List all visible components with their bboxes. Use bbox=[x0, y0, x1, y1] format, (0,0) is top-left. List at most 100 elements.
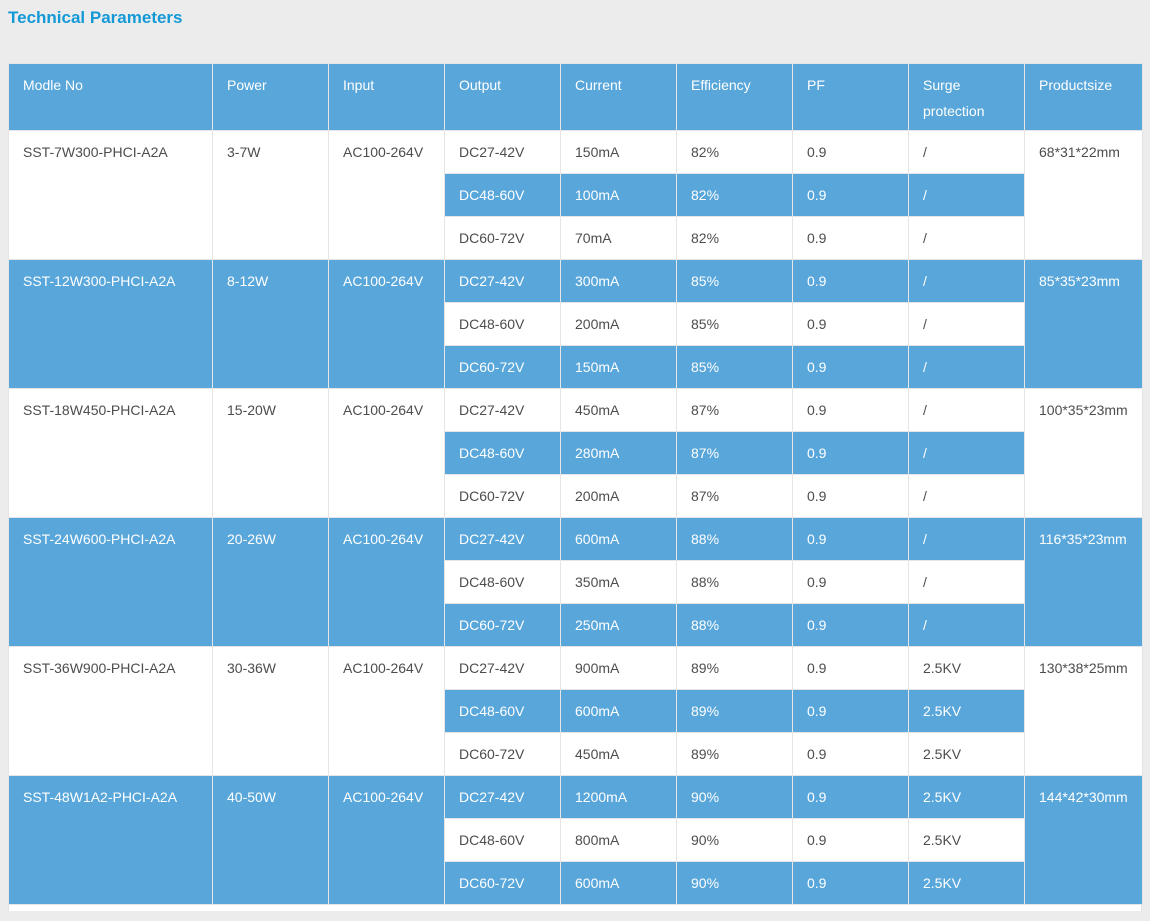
pf-cell: 0.9 bbox=[792, 345, 909, 389]
table-row: DC48-60V 100mA 82% 0.9/ bbox=[9, 173, 1143, 217]
header-model: Modle No bbox=[8, 63, 213, 131]
input-cell: AC100-264V bbox=[328, 646, 445, 776]
input-cell: AC100-264V bbox=[328, 517, 445, 647]
pf-cell: 0.9 bbox=[792, 173, 909, 217]
efficiency-cell: 90% bbox=[676, 861, 793, 905]
table-row: SST-24W600-PHCI-A2A 20-26W AC100-264V DC27-… bbox=[8, 517, 1143, 647]
efficiency-cell: 87% bbox=[676, 474, 793, 518]
current-cell: 300mA bbox=[560, 259, 677, 303]
table-row: DC60-72V 450mA 89% 0.9 2.5KV bbox=[9, 732, 1143, 776]
current-cell: 600mA bbox=[560, 517, 677, 561]
pf-cell: 0.9 bbox=[792, 259, 909, 303]
power-cell: 3-7W bbox=[212, 130, 329, 260]
table-row: DC60-72V 600mA 90% 0.9 2.5KV bbox=[9, 861, 1143, 905]
current-cell: 600mA bbox=[560, 861, 677, 905]
pf-cell: 0.9 bbox=[792, 689, 909, 733]
table-row: DC60-72V 200mA 87% 0.9/ bbox=[9, 474, 1143, 518]
table-row: DC48-60V 350mA 88% 0.9/ bbox=[9, 560, 1143, 604]
efficiency-cell: 82% bbox=[676, 173, 793, 217]
model-cell: SST-18W450-PHCI-A2A bbox=[8, 388, 213, 518]
header-surge: Surge protection bbox=[908, 63, 1025, 131]
efficiency-cell: 85% bbox=[676, 259, 793, 303]
input-cell: AC100-264V bbox=[328, 775, 445, 905]
page-title: Technical Parameters bbox=[8, 8, 183, 27]
header-pf: PF bbox=[792, 63, 909, 131]
pf-cell: 0.9 bbox=[792, 431, 909, 475]
efficiency-cell: 85% bbox=[676, 302, 793, 346]
current-cell: 250mA bbox=[560, 603, 677, 647]
surge-cell: / bbox=[908, 259, 1025, 303]
pf-cell: 0.9 bbox=[792, 388, 909, 432]
table-row: SST-48W1A2-PHCI-A2A 40-50W AC100-264V DC27-… bbox=[8, 775, 1143, 905]
surge-cell: 2.5KV bbox=[908, 732, 1025, 776]
output-cell: DC48-60V bbox=[444, 173, 561, 217]
power-cell: 40-50W bbox=[212, 775, 329, 905]
table-row: DC48-60V 200mA 85% 0.9/ bbox=[9, 302, 1143, 346]
surge-cell: / bbox=[908, 302, 1025, 346]
output-cell: DC48-60V bbox=[444, 302, 561, 346]
current-cell: 200mA bbox=[560, 302, 677, 346]
output-cell: DC60-72V bbox=[444, 216, 561, 260]
current-cell: 800mA bbox=[560, 818, 677, 862]
output-cell: DC48-60V bbox=[444, 689, 561, 733]
current-cell: 100mA bbox=[560, 173, 677, 217]
surge-cell: / bbox=[908, 517, 1025, 561]
surge-cell: / bbox=[908, 388, 1025, 432]
efficiency-cell: 88% bbox=[676, 560, 793, 604]
table-header: Modle No Power Input Output Current Efficienc… bbox=[8, 63, 1143, 131]
efficiency-cell: 82% bbox=[676, 130, 793, 174]
surge-cell: / bbox=[908, 130, 1025, 174]
input-cell: AC100-264V bbox=[328, 259, 445, 389]
output-cell: DC27-42V bbox=[444, 259, 561, 303]
table-body: SST-7W300-PHCI-A2A 3-7W AC100-264V DC27-42V… bbox=[8, 130, 1143, 905]
model-cell: SST-12W300-PHCI-A2A bbox=[8, 259, 213, 389]
model-cell: SST-48W1A2-PHCI-A2A bbox=[8, 775, 213, 905]
table-row: SST-12W300-PHCI-A2A 8-12W AC100-264V DC27-4… bbox=[8, 259, 1143, 389]
current-cell: 200mA bbox=[560, 474, 677, 518]
input-cell: AC100-264V bbox=[328, 130, 445, 260]
header-input: Input bbox=[328, 63, 445, 131]
pf-cell: 0.9 bbox=[792, 732, 909, 776]
pf-cell: 0.9 bbox=[792, 216, 909, 260]
table-row: DC60-72V 250mA 88% 0.9/ bbox=[9, 603, 1143, 647]
efficiency-cell: 89% bbox=[676, 689, 793, 733]
surge-cell: / bbox=[908, 173, 1025, 217]
surge-cell: 2.5KV bbox=[908, 646, 1025, 690]
surge-cell: / bbox=[908, 431, 1025, 475]
output-cell: DC60-72V bbox=[444, 861, 561, 905]
table-row: SST-18W450-PHCI-A2A 15-20W AC100-264V DC27-… bbox=[8, 388, 1143, 518]
productsize-cell: 116*35*23mm bbox=[1024, 517, 1143, 647]
power-cell: 8-12W bbox=[212, 259, 329, 389]
current-cell: 70mA bbox=[560, 216, 677, 260]
productsize-cell: 68*31*22mm bbox=[1024, 130, 1143, 260]
output-cell: DC60-72V bbox=[444, 603, 561, 647]
current-cell: 1200mA bbox=[560, 775, 677, 819]
header-power: Power bbox=[212, 63, 329, 131]
efficiency-cell: 82% bbox=[676, 216, 793, 260]
output-cell: DC27-42V bbox=[444, 775, 561, 819]
current-cell: 450mA bbox=[560, 388, 677, 432]
table-row: DC48-60V 280mA 87% 0.9/ bbox=[9, 431, 1143, 475]
surge-cell: 2.5KV bbox=[908, 775, 1025, 819]
efficiency-cell: 87% bbox=[676, 431, 793, 475]
pf-cell: 0.9 bbox=[792, 560, 909, 604]
header-output: Output bbox=[444, 63, 561, 131]
output-cell: DC27-42V bbox=[444, 388, 561, 432]
surge-cell: / bbox=[908, 603, 1025, 647]
header-current: Current bbox=[560, 63, 677, 131]
power-cell: 30-36W bbox=[212, 646, 329, 776]
table-row: DC48-60V 600mA 89% 0.9 2.5KV bbox=[9, 689, 1143, 733]
model-cell: SST-36W900-PHCI-A2A bbox=[8, 646, 213, 776]
surge-cell: 2.5KV bbox=[908, 818, 1025, 862]
productsize-cell: 144*42*30mm bbox=[1024, 775, 1143, 905]
power-cell: 15-20W bbox=[212, 388, 329, 518]
pf-cell: 0.9 bbox=[792, 130, 909, 174]
pf-cell: 0.9 bbox=[792, 603, 909, 647]
efficiency-cell: 90% bbox=[676, 818, 793, 862]
header-efficiency: Efficiency bbox=[676, 63, 793, 131]
current-cell: 350mA bbox=[560, 560, 677, 604]
table-header-row: Modle No Power Input Output Current Efficienc… bbox=[8, 63, 1143, 131]
current-cell: 280mA bbox=[560, 431, 677, 475]
surge-cell: / bbox=[908, 345, 1025, 389]
